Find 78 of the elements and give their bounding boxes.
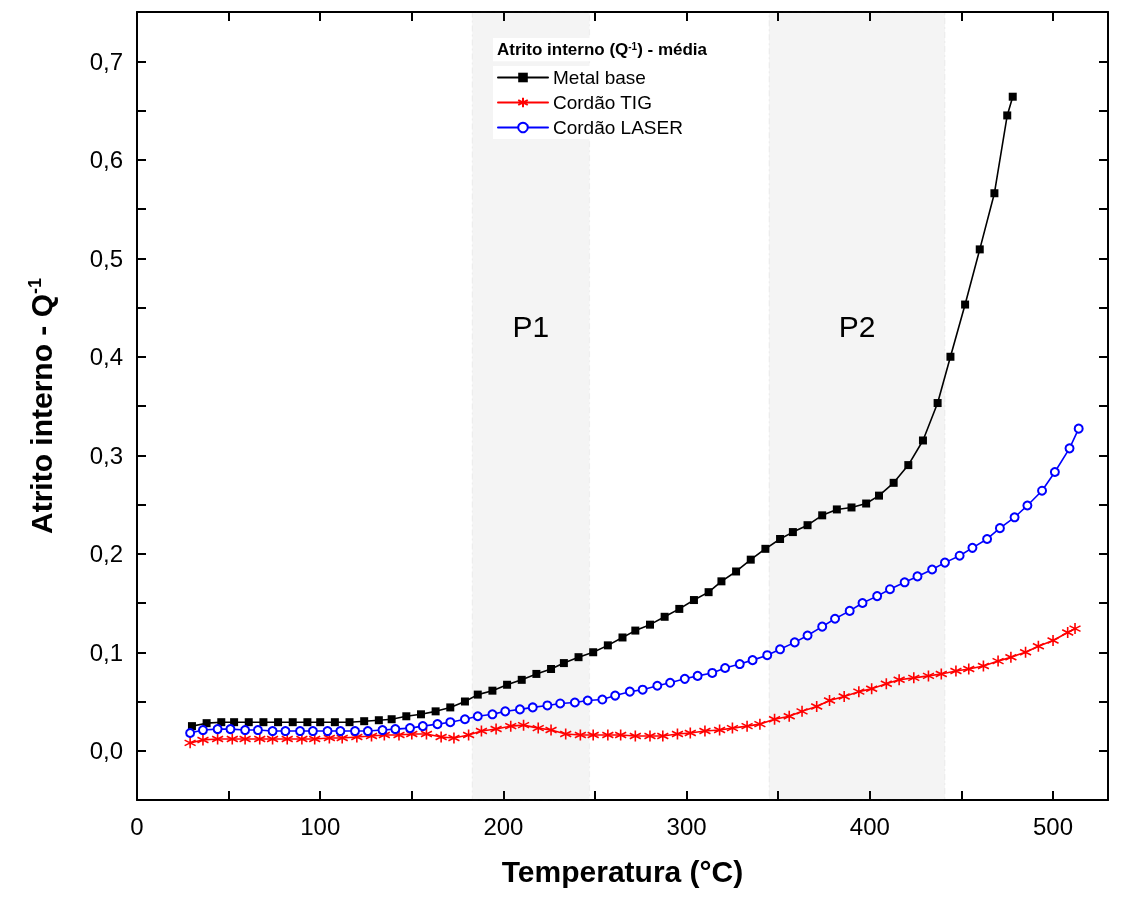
point — [274, 718, 283, 727]
point — [746, 555, 755, 564]
point — [431, 707, 440, 716]
point — [1008, 92, 1017, 101]
point — [975, 245, 984, 254]
y-tick-label: 0,5 — [89, 244, 123, 272]
x-tick-label: 300 — [666, 812, 707, 840]
point — [416, 710, 425, 719]
y-tick-label: 0,4 — [89, 343, 123, 371]
point — [288, 718, 297, 727]
point — [532, 669, 541, 678]
band-label: P2 — [838, 309, 876, 343]
y-tick-label: 0,6 — [89, 146, 123, 174]
point — [330, 718, 339, 727]
point — [503, 680, 512, 689]
x-tick-label: 500 — [1033, 812, 1074, 840]
point — [244, 718, 253, 727]
point — [460, 697, 469, 706]
point — [717, 577, 726, 586]
point — [303, 718, 312, 727]
y-tick-label: 0,0 — [89, 737, 123, 765]
point — [889, 478, 898, 487]
point — [387, 715, 396, 724]
point — [374, 716, 383, 725]
point — [603, 641, 612, 650]
point — [1003, 111, 1012, 120]
x-tick-label: 100 — [300, 812, 341, 840]
point — [316, 718, 325, 727]
point — [589, 648, 598, 657]
point — [874, 491, 883, 500]
point — [933, 399, 942, 408]
x-tick-label: 0 — [130, 812, 144, 840]
legend-label: Cordão TIG — [553, 92, 652, 113]
point — [904, 461, 913, 470]
point — [517, 675, 526, 684]
point — [618, 633, 627, 642]
point — [689, 596, 698, 605]
point — [776, 534, 785, 543]
point — [946, 352, 955, 361]
y-tick-label: 0,7 — [89, 47, 123, 75]
point — [660, 612, 669, 621]
point — [202, 719, 211, 728]
point — [862, 499, 871, 508]
point — [345, 718, 354, 727]
point — [803, 521, 812, 530]
x-tick-label: 200 — [483, 812, 524, 840]
y-axis-title: Atrito interno - Q-1 — [24, 278, 58, 534]
point — [360, 717, 369, 726]
point — [446, 703, 455, 712]
point — [230, 718, 239, 727]
point — [832, 505, 841, 514]
point — [645, 620, 654, 629]
point — [675, 604, 684, 613]
point — [631, 626, 640, 635]
point — [259, 718, 268, 727]
point — [990, 189, 999, 198]
y-tick-label: 0,2 — [89, 540, 123, 568]
band-label: P1 — [512, 309, 550, 343]
point — [818, 511, 827, 520]
point — [402, 712, 411, 721]
x-axis-title: Temperatura (°C) — [501, 854, 744, 888]
point — [547, 664, 556, 673]
point — [961, 300, 970, 309]
legend-label: Cordão LASER — [553, 117, 683, 138]
legend-label: Metal base — [553, 67, 646, 88]
point — [704, 588, 713, 597]
y-tick-label: 0,3 — [89, 441, 123, 469]
point — [473, 690, 482, 699]
point — [918, 436, 927, 445]
point — [847, 503, 856, 512]
point — [559, 659, 568, 668]
point — [574, 653, 583, 662]
point — [788, 528, 797, 537]
point — [761, 544, 770, 553]
point — [488, 686, 497, 695]
x-tick-label: 400 — [849, 812, 890, 840]
point — [732, 567, 741, 576]
y-tick-label: 0,1 — [89, 638, 123, 666]
